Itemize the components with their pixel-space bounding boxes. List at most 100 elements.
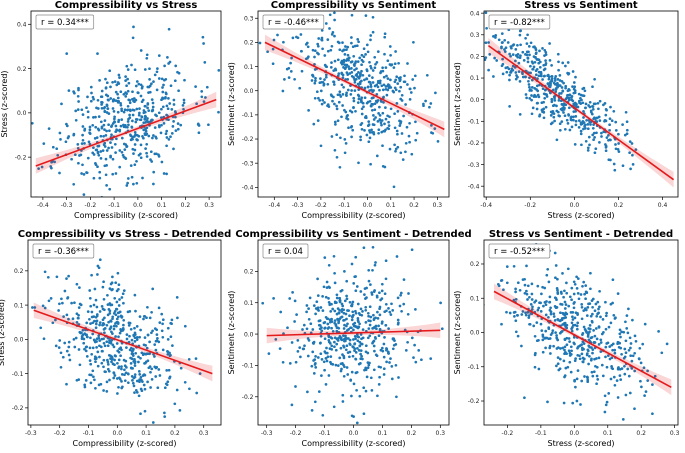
data-point	[94, 298, 98, 302]
data-point	[617, 366, 620, 369]
data-point	[349, 60, 353, 64]
data-point	[125, 366, 128, 369]
data-point	[369, 162, 372, 166]
data-point	[354, 357, 358, 361]
data-point	[529, 303, 533, 306]
data-point	[160, 107, 163, 111]
data-point	[356, 101, 360, 104]
data-point	[373, 55, 377, 59]
data-point	[119, 101, 122, 105]
data-point	[376, 310, 379, 314]
data-point	[369, 283, 372, 286]
data-point	[326, 49, 330, 53]
data-point	[339, 369, 343, 373]
data-point	[625, 132, 629, 136]
x-tick-label: 0.0	[113, 430, 123, 437]
data-point	[332, 69, 336, 72]
data-point	[543, 286, 547, 290]
x-axis-label: Compressibility (z-scored)	[74, 211, 178, 220]
data-point	[528, 76, 531, 80]
data-point	[133, 364, 137, 367]
data-point	[561, 346, 565, 350]
data-point	[86, 310, 90, 313]
data-point	[389, 53, 392, 57]
data-point	[360, 107, 364, 111]
data-point	[298, 86, 302, 90]
data-point	[558, 128, 562, 132]
data-point	[561, 311, 565, 315]
data-point	[201, 35, 205, 39]
data-point	[599, 350, 603, 353]
data-point	[359, 352, 362, 356]
data-point	[154, 348, 158, 352]
data-point	[571, 99, 575, 103]
x-tick-label: 0.1	[378, 430, 388, 437]
data-point	[549, 312, 553, 316]
data-point	[100, 101, 104, 104]
data-point	[96, 273, 99, 276]
data-point	[319, 89, 323, 93]
data-point	[113, 117, 116, 121]
data-point	[528, 97, 532, 100]
data-point	[511, 44, 515, 47]
x-tick-label: 0.0	[363, 202, 373, 209]
data-point	[580, 352, 584, 356]
data-point	[360, 127, 364, 131]
data-point	[359, 290, 363, 293]
data-point	[351, 128, 355, 132]
data-point	[67, 317, 70, 321]
data-point	[162, 172, 166, 175]
x-tick-label: -0.1	[83, 430, 95, 437]
data-point	[202, 100, 206, 103]
axes-frame	[483, 239, 679, 426]
y-tick-label: 0.2	[244, 40, 254, 47]
data-point	[368, 89, 371, 92]
data-point	[350, 326, 353, 330]
data-point	[86, 156, 90, 160]
data-point	[561, 89, 565, 93]
data-point	[387, 327, 390, 330]
data-point	[533, 334, 537, 338]
data-point	[580, 317, 584, 321]
data-point	[622, 330, 626, 334]
x-tick-label: 0.1	[603, 430, 613, 437]
data-point	[562, 316, 566, 320]
data-point	[61, 355, 65, 359]
data-point	[200, 95, 204, 99]
x-tick-label: 0.2	[170, 430, 180, 437]
data-point	[150, 118, 153, 122]
data-point	[310, 364, 314, 368]
data-point	[609, 138, 612, 142]
data-point	[396, 110, 400, 113]
data-point	[365, 68, 369, 71]
data-point	[607, 325, 611, 329]
data-point	[340, 83, 344, 87]
data-point	[367, 314, 370, 318]
data-point	[101, 349, 104, 353]
data-point	[331, 329, 335, 333]
data-point	[358, 313, 362, 317]
data-point	[344, 59, 348, 62]
x-axis-label: Stress (z-scored)	[547, 211, 614, 220]
data-point	[532, 324, 536, 328]
data-point	[117, 287, 120, 291]
data-point	[554, 276, 557, 280]
data-point	[544, 59, 547, 62]
data-point	[394, 363, 398, 367]
x-tick-label: -0.1	[535, 430, 547, 437]
data-point	[375, 154, 379, 158]
data-point	[508, 311, 512, 315]
data-point	[106, 360, 110, 364]
data-point	[43, 306, 47, 310]
data-point	[145, 151, 148, 155]
data-point	[135, 159, 138, 163]
data-point	[591, 312, 594, 316]
data-point	[109, 303, 112, 307]
data-point	[364, 14, 368, 17]
data-point	[124, 359, 128, 363]
data-point	[556, 362, 560, 366]
data-point	[653, 374, 657, 378]
data-point	[537, 74, 541, 78]
data-point	[554, 75, 558, 78]
data-point	[120, 118, 124, 121]
